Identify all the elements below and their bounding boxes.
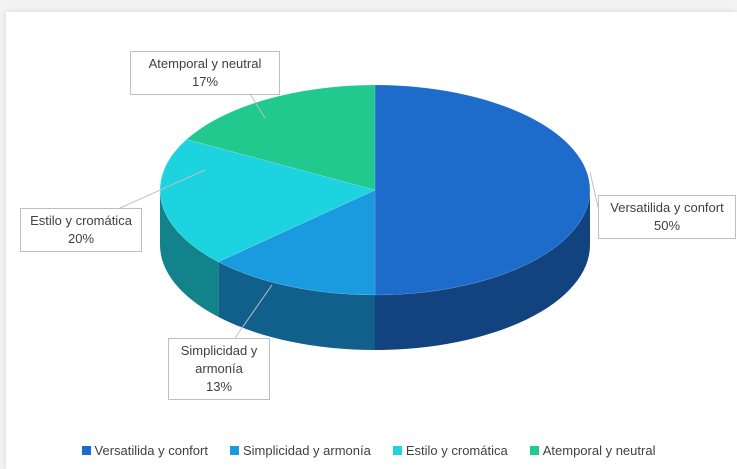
data-label-value: 50%	[653, 218, 681, 233]
legend-swatch	[81, 446, 91, 455]
data-label-value: 13%	[205, 379, 233, 394]
data-label-category: Estilo y cromática	[30, 213, 132, 228]
leader-line	[234, 284, 273, 339]
slice-side	[375, 190, 590, 350]
leader-line	[589, 171, 599, 208]
data-label-category: Simplicidad y armonía	[180, 343, 258, 376]
data-label: Atemporal y neutral 17%	[130, 51, 280, 95]
leader-line	[119, 169, 206, 209]
legend-swatch	[392, 446, 402, 455]
data-label-value: 20%	[67, 231, 95, 246]
slice	[374, 84, 591, 296]
legend-label: Simplicidad y armonía	[242, 443, 371, 458]
slice-side	[218, 261, 375, 350]
data-label: Versatilida y confort 50%	[598, 195, 736, 239]
data-label-category: Versatilida y confort	[610, 200, 724, 215]
data-label-category: Atemporal y neutral	[148, 56, 262, 71]
slice	[159, 139, 376, 263]
legend-item: Atemporal y neutral	[529, 443, 656, 458]
slice-side	[160, 190, 219, 317]
legend-swatch	[229, 446, 239, 455]
legend-item: Estilo y cromática	[392, 443, 508, 458]
slice	[217, 189, 376, 296]
legend-label: Estilo y cromática	[405, 443, 508, 458]
data-label-value: 17%	[191, 74, 219, 89]
legend-item: Versatilida y confort	[81, 443, 208, 458]
legend-label: Atemporal y neutral	[542, 443, 656, 458]
legend-label: Versatilida y confort	[94, 443, 208, 458]
legend-swatch	[529, 446, 539, 455]
legend-item: Simplicidad y armonía	[229, 443, 371, 458]
legend: Versatilida y confort Simplicidad y armon…	[0, 443, 737, 458]
data-label: Estilo y cromática 20%	[20, 208, 142, 252]
slice	[186, 84, 376, 191]
leader-line	[249, 93, 266, 119]
data-label: Simplicidad y armonía 13%	[168, 338, 270, 400]
